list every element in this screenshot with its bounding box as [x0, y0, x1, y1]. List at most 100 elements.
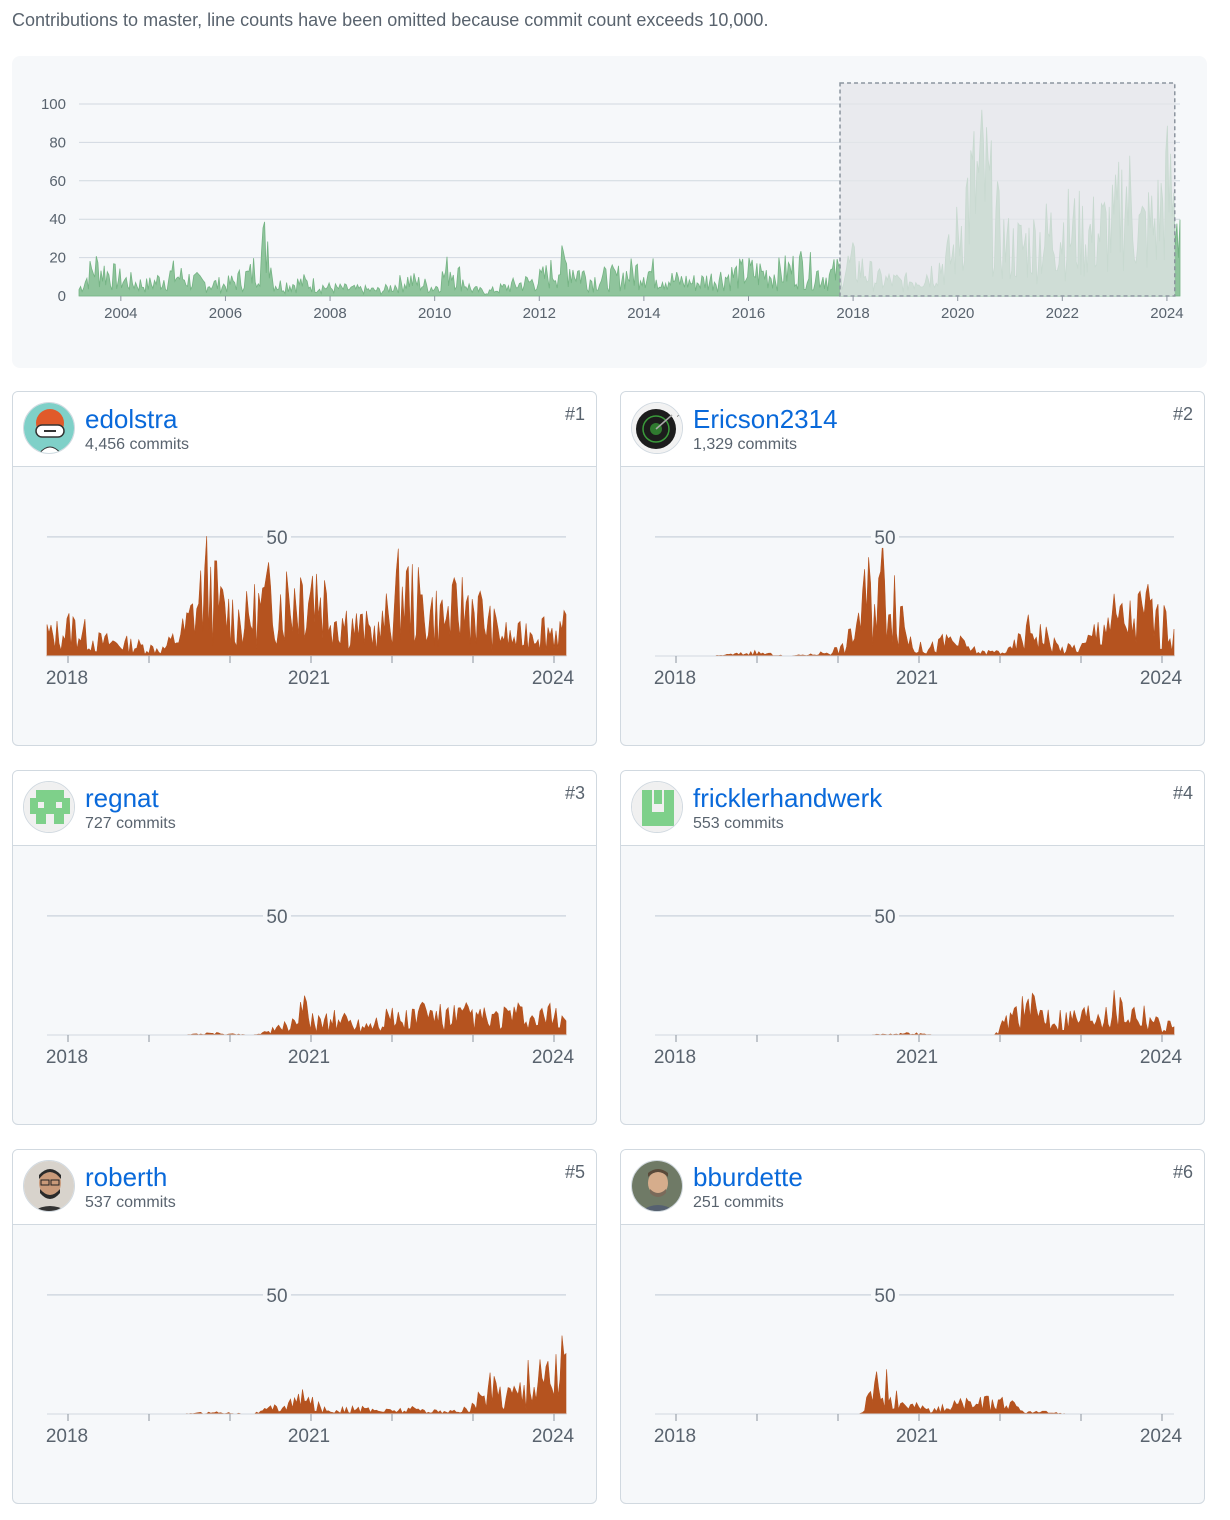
- contributor-area-series: [655, 1369, 1174, 1415]
- contributor-x-tick-label: 2021: [288, 1426, 330, 1447]
- overview-y-tick-label: 0: [58, 288, 66, 305]
- overview-x-tick-label: 2008: [313, 305, 346, 322]
- overview-x-tick-label: 2020: [941, 305, 974, 322]
- overview-y-tick-label: 80: [49, 134, 66, 151]
- contributor-chart[interactable]: 50 2018 2021 2024: [13, 467, 597, 746]
- contributor-rank: #3: [564, 783, 585, 803]
- overview-selection-brush[interactable]: [839, 82, 1176, 297]
- contributor-card-header: bburdette 251 commits #6: [621, 1150, 1204, 1225]
- contributor-chart[interactable]: 50 2018 2021 2024: [13, 1225, 597, 1504]
- contributor-area-series: [47, 1335, 567, 1415]
- contributor-y-tick-label: 50: [874, 907, 895, 928]
- avatar[interactable]: [23, 402, 75, 454]
- contributor-commit-count: 553 commits: [693, 815, 784, 832]
- contributor-card-header: regnat 727 commits #3: [13, 771, 596, 846]
- contributor-card: × Ericson2314 1,329 commits #2 50 2018 202…: [620, 391, 1205, 746]
- contributor-y-tick-label: 50: [266, 528, 287, 549]
- contributor-y-tick-label: 50: [266, 907, 287, 928]
- contributor-card-header: fricklerhandwerk 553 commits #4: [621, 771, 1204, 846]
- contributor-card-header: roberth 537 commits #5: [13, 1150, 596, 1225]
- overview-chart-svg[interactable]: 0 20 40 60 80 100 2004 2006 2008 2010 2012 2014 201…: [12, 56, 1207, 368]
- contributor-commit-count: 537 commits: [85, 1194, 176, 1211]
- contributor-rank: #4: [1172, 783, 1193, 803]
- overview-x-tick-label: 2022: [1046, 305, 1079, 322]
- contributor-chart[interactable]: 50 2018 2021 2024: [621, 467, 1205, 746]
- svg-text:×: ×: [676, 410, 683, 419]
- contributor-rank: #6: [1172, 1162, 1193, 1182]
- contributor-ytick-bg: [871, 904, 899, 927]
- overview-x-tick-label: 2010: [418, 305, 451, 322]
- contributor-x-tick-label: 2021: [896, 1426, 938, 1447]
- overview-y-tick-label: 20: [49, 250, 66, 267]
- overview-x-tick-label: 2016: [732, 305, 765, 322]
- contributor-area-series: [655, 541, 1175, 657]
- contributor-commit-count: 251 commits: [693, 1194, 784, 1211]
- contributor-card: fricklerhandwerk 553 commits #4 50 2018 20…: [620, 770, 1205, 1125]
- contributor-y-tick-label: 50: [874, 1286, 895, 1307]
- overview-x-tick-label: 2006: [209, 305, 242, 322]
- avatar[interactable]: [631, 781, 683, 833]
- contributor-ytick-bg: [263, 1283, 291, 1306]
- contributor-x-tick-label: 2018: [654, 1426, 696, 1447]
- overview-x-tick-label: 2018: [836, 305, 869, 322]
- contributor-y-tick-label: 50: [874, 528, 895, 549]
- overview-x-tick-label: 2004: [104, 305, 137, 322]
- contributor-name-link[interactable]: Ericson2314: [693, 404, 838, 434]
- contributor-area-series: [47, 995, 567, 1036]
- contributor-card-header: edolstra 4,456 commits #1: [13, 392, 596, 467]
- contributor-name-link[interactable]: bburdette: [693, 1162, 803, 1192]
- contributor-x-tick-label: 2024: [532, 1426, 575, 1447]
- contributor-card: bburdette 251 commits #6 50 2018 2021 2024: [620, 1149, 1205, 1504]
- commit-count-notice: Contributions to master, line counts hav…: [12, 10, 769, 30]
- contributor-x-tick-label: 2021: [288, 668, 330, 689]
- contributor-x-tick-label: 2024: [1140, 1426, 1183, 1447]
- contributor-commit-count: 727 commits: [85, 815, 176, 832]
- contributor-chart[interactable]: 50 2018 2021 2024: [621, 846, 1205, 1125]
- contributor-x-tick-label: 2018: [46, 1047, 88, 1068]
- cartoon-avatar-icon: [24, 403, 74, 453]
- sonar-avatar-icon: ×: [632, 403, 683, 453]
- contributor-rank: #1: [564, 404, 585, 424]
- avatar[interactable]: [23, 781, 75, 833]
- contributor-x-tick-label: 2021: [896, 668, 938, 689]
- contributor-ytick-bg: [263, 904, 291, 927]
- contributor-name-link[interactable]: fricklerhandwerk: [693, 783, 883, 813]
- contributor-chart[interactable]: 50 2018 2021 2024: [621, 1225, 1205, 1504]
- contributor-name-link[interactable]: roberth: [85, 1162, 168, 1192]
- contributor-x-tick-label: 2018: [654, 1047, 696, 1068]
- avatar[interactable]: ×: [631, 402, 683, 454]
- contributor-area-series: [46, 536, 567, 657]
- contributor-name-link[interactable]: edolstra: [85, 404, 178, 434]
- contributor-x-tick-label: 2021: [288, 1047, 330, 1068]
- contributor-card-header: × Ericson2314 1,329 commits #2: [621, 392, 1204, 467]
- overview-y-tick-label: 60: [49, 173, 66, 190]
- contributor-rank: #5: [564, 1162, 585, 1182]
- overview-x-tick-label: 2014: [627, 305, 660, 322]
- contributor-commit-count: 4,456 commits: [85, 436, 190, 453]
- contributor-card: regnat 727 commits #3 50 2018 2021 2024: [12, 770, 597, 1125]
- contributor-card: edolstra 4,456 commits #1 50 2018 2021 2024: [12, 391, 597, 746]
- avatar[interactable]: [23, 1160, 75, 1212]
- person-photo-icon: [632, 1161, 682, 1211]
- identicon-avatar-icon: [632, 782, 682, 832]
- contributor-ytick-bg: [871, 525, 899, 548]
- person-photo-icon: [24, 1161, 74, 1211]
- contributor-commit-count: 1,329 commits: [693, 436, 798, 453]
- contributor-ytick-bg: [263, 525, 291, 548]
- overview-x-tick-label: 2024: [1150, 305, 1183, 322]
- contributor-x-tick-label: 2024: [1140, 668, 1183, 689]
- overview-chart[interactable]: 0 20 40 60 80 100 2004 2006 2008 2010 2012 2014 201…: [12, 56, 1207, 368]
- avatar[interactable]: [631, 1160, 683, 1212]
- contributor-x-tick-label: 2024: [532, 668, 575, 689]
- contributor-x-tick-label: 2018: [46, 668, 88, 689]
- contributor-y-tick-label: 50: [266, 1286, 287, 1307]
- contributor-card: roberth 537 commits #5 50 2018 2021 2024: [12, 1149, 597, 1504]
- contributor-chart[interactable]: 50 2018 2021 2024: [13, 846, 597, 1125]
- contributor-x-tick-label: 2018: [654, 668, 696, 689]
- overview-y-tick-label: 100: [41, 96, 66, 113]
- contributor-name-link[interactable]: regnat: [85, 783, 159, 813]
- contributor-x-tick-label: 2024: [532, 1047, 575, 1068]
- contributor-ytick-bg: [871, 1283, 899, 1306]
- overview-x-tick-label: 2012: [523, 305, 556, 322]
- contributor-area-series: [655, 990, 1175, 1036]
